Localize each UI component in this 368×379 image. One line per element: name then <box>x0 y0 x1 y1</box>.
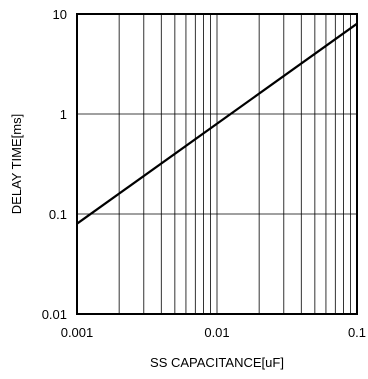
plot-frame <box>76 13 358 315</box>
series-line <box>76 22 358 225</box>
x-tick-label: 0.001 <box>61 325 94 340</box>
series-group <box>76 22 358 225</box>
x-axis-title: SS CAPACITANCE[uF] <box>150 355 284 370</box>
x-tick-labels: 0.001 0.01 0.1 <box>61 325 366 340</box>
y-tick-labels: 0.01 0.1 1 10 <box>42 7 67 322</box>
x-tick-label: 0.1 <box>348 325 366 340</box>
grid-lines <box>77 14 357 314</box>
y-axis-title: DELAY TIME[ms] <box>9 114 24 214</box>
y-tick-label: 10 <box>53 7 67 22</box>
y-tick-label: 1 <box>60 107 67 122</box>
y-tick-label: 0.01 <box>42 307 67 322</box>
x-tick-label: 0.01 <box>204 325 229 340</box>
y-tick-label: 0.1 <box>49 207 67 222</box>
